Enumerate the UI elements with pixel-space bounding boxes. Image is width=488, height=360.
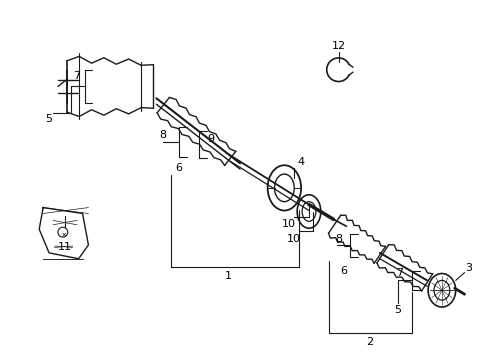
Text: 11: 11 xyxy=(58,242,72,252)
Text: 8: 8 xyxy=(334,234,342,244)
Text: 7: 7 xyxy=(395,267,402,278)
Text: 6: 6 xyxy=(339,266,346,276)
Text: 6: 6 xyxy=(175,163,182,173)
Text: 7: 7 xyxy=(73,71,80,81)
Text: 5: 5 xyxy=(45,114,52,124)
Text: 4: 4 xyxy=(297,157,304,167)
Text: 2: 2 xyxy=(366,337,373,347)
Text: 3: 3 xyxy=(464,263,471,273)
Text: 12: 12 xyxy=(331,41,345,51)
Text: 8: 8 xyxy=(160,130,166,140)
Text: 5: 5 xyxy=(393,305,400,315)
Text: 9: 9 xyxy=(206,134,214,144)
Text: 1: 1 xyxy=(224,271,231,282)
Text: 10: 10 xyxy=(282,219,296,229)
Text: 10: 10 xyxy=(286,234,301,244)
